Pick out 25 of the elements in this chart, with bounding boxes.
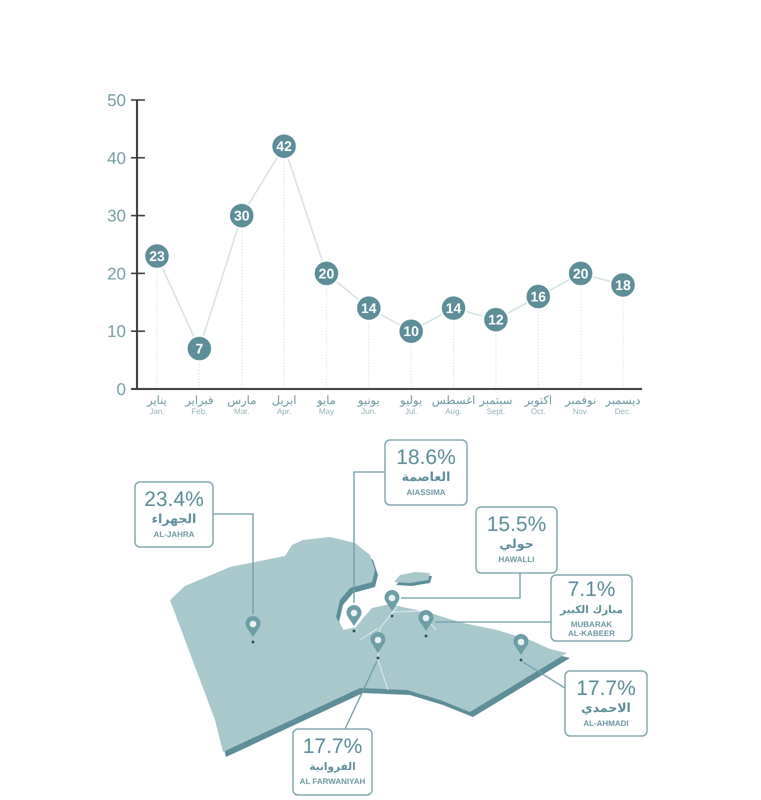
data-label: 23	[149, 248, 165, 264]
data-label: 23.4%	[144, 488, 204, 511]
data-label: 7	[195, 340, 204, 357]
data-label: 16	[530, 288, 546, 305]
data-label: 18	[615, 276, 631, 293]
data-label: 10	[403, 323, 420, 340]
data-label: 17.7%	[302, 735, 362, 758]
y-tick-label: 0	[116, 380, 126, 399]
data-label: 15.5%	[486, 513, 546, 536]
data-label: 14	[446, 300, 462, 316]
y-tick-label: 30	[107, 206, 126, 226]
y-tick-label: 20	[107, 264, 126, 284]
y-tick-label: 40	[107, 148, 126, 168]
data-label: 42	[276, 138, 292, 154]
data-label: 20	[572, 265, 589, 282]
data-label: 30	[234, 208, 250, 224]
data-label: 7.1%	[568, 578, 616, 601]
data-label: 12	[488, 312, 504, 328]
data-label: 20	[318, 265, 334, 282]
point	[186, 335, 213, 362]
data-label: 18.6%	[396, 446, 456, 469]
y-tick-label: 10	[107, 322, 126, 342]
data-label: 14	[361, 300, 377, 316]
y-tick-label: 50	[107, 91, 126, 110]
data-label: 17.7%	[576, 677, 636, 700]
